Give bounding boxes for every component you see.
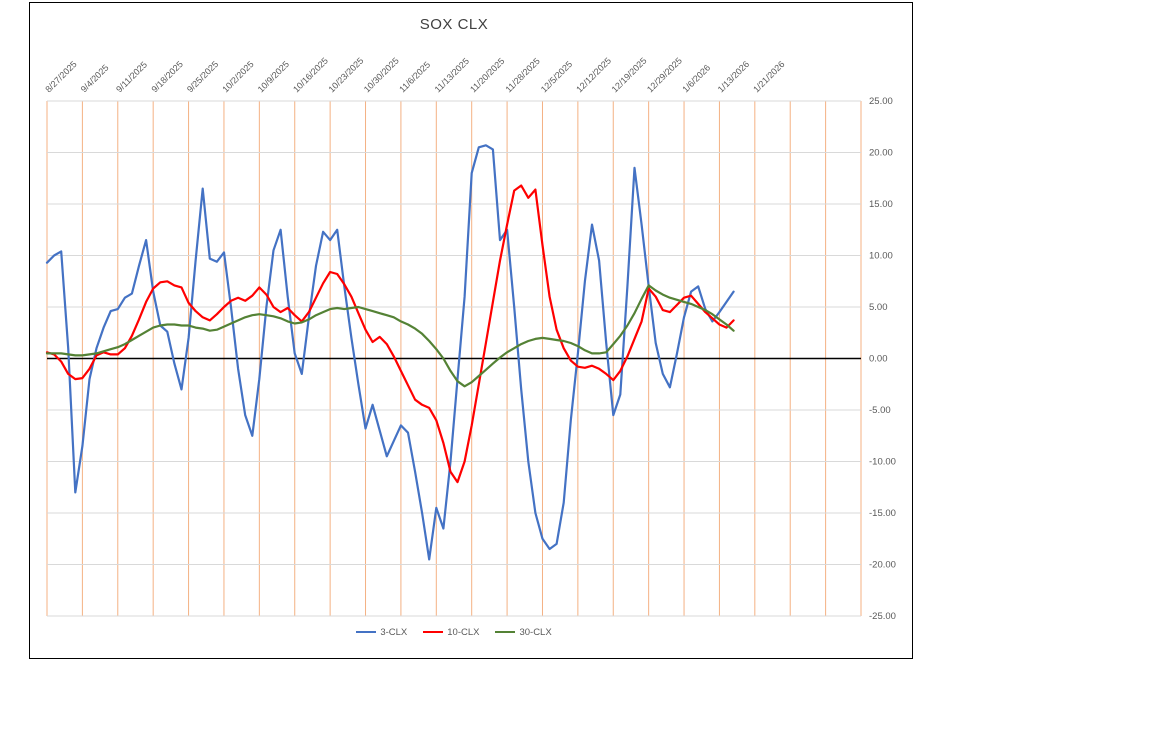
y-axis-label: 25.00 xyxy=(869,96,893,107)
y-axis-label: 15.00 xyxy=(869,199,893,210)
legend-item-3clx[interactable]: 3-CLX xyxy=(356,627,407,638)
y-axis-label: 5.00 xyxy=(869,302,888,313)
x-axis-label: 11/28/2025 xyxy=(503,56,541,94)
x-axis-label: 10/16/2025 xyxy=(291,55,330,94)
legend-label-30clx: 30-CLX xyxy=(519,626,552,638)
series-3clx-line-swatch-icon xyxy=(356,630,377,634)
x-axis-label: 9/18/2025 xyxy=(150,59,185,94)
series-line-3-clx xyxy=(45,144,735,561)
y-axis-label: -15.00 xyxy=(869,508,896,519)
x-axis-label: 11/13/2025 xyxy=(433,56,471,94)
y-axis-label: -5.00 xyxy=(869,405,891,416)
line-chart-plot-area: 8/27/2025 9/4/2025 9/11/2025 9/18/2025 9/25/… xyxy=(43,55,896,622)
x-axis-label: 11/20/2025 xyxy=(468,56,506,94)
series-30clx-line-swatch-icon xyxy=(495,630,516,634)
series-line-10-clx xyxy=(45,184,735,484)
chart-container: SOX CLX 8/27/2025 9/4/2025 9/11/2025 9/18/2… xyxy=(29,2,913,659)
legend-label-10clx: 10-CLX xyxy=(447,626,480,638)
x-axis-label: 1/21/2026 xyxy=(751,59,786,94)
y-axis-label: 10.00 xyxy=(869,251,893,262)
x-axis-label: 10/23/2025 xyxy=(326,55,365,94)
x-axis-label: 1/6/2026 xyxy=(680,63,712,95)
legend-item-30clx[interactable]: 30-CLX xyxy=(495,626,552,638)
x-axis-label: 10/9/2025 xyxy=(256,59,291,94)
chart-legend: 3-CLX 10-CLX 30-CLX xyxy=(47,623,861,641)
y-axis-label: -25.00 xyxy=(869,611,896,622)
x-axis-label: 1/13/2026 xyxy=(716,59,751,94)
x-axis-label: 12/12/2025 xyxy=(574,55,613,94)
x-axis-label: 12/5/2025 xyxy=(539,59,574,94)
legend-item-10clx[interactable]: 10-CLX xyxy=(423,627,479,638)
x-axis-label: 10/30/2025 xyxy=(362,55,401,94)
y-axis-label: 20.00 xyxy=(869,148,893,159)
x-axis-label: 12/29/2025 xyxy=(645,55,684,94)
chart-title: SOX CLX xyxy=(419,16,489,33)
x-axis-label: 9/4/2025 xyxy=(79,63,111,95)
x-axis-label: 8/27/2025 xyxy=(43,59,78,94)
legend-label-3clx: 3-CLX xyxy=(380,626,408,638)
x-axis-label: 10/2/2025 xyxy=(220,59,255,94)
x-axis-label: 9/25/2025 xyxy=(185,59,220,94)
series-10clx-line-swatch-icon xyxy=(423,630,444,634)
series-line-30-clx xyxy=(45,284,735,388)
x-axis-label: 11/6/2025 xyxy=(397,60,432,95)
y-axis-label: 0.00 xyxy=(869,354,888,365)
y-axis-label: -10.00 xyxy=(869,457,896,468)
x-axis-label: 9/11/2025 xyxy=(114,60,149,95)
y-axis-label: -20.00 xyxy=(869,560,896,571)
x-axis-label: 12/19/2025 xyxy=(610,55,649,94)
